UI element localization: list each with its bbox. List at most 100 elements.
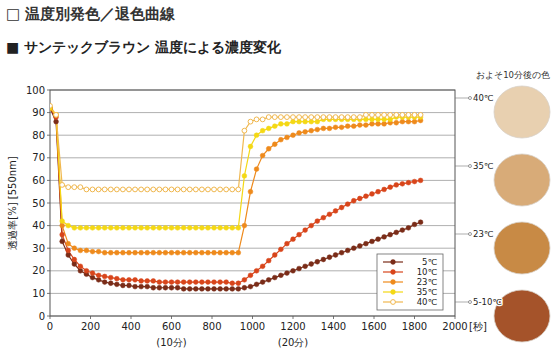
leader-line — [455, 98, 470, 99]
data-point — [382, 187, 387, 192]
data-point — [218, 280, 223, 285]
data-point — [260, 128, 265, 133]
tick-label: 800 — [202, 321, 221, 332]
data-point — [236, 250, 241, 255]
data-point — [260, 117, 265, 122]
data-point — [400, 228, 405, 233]
data-point — [151, 225, 156, 230]
data-point — [260, 264, 265, 269]
data-point — [406, 112, 411, 117]
data-point — [303, 115, 308, 120]
data-point — [199, 225, 204, 230]
data-point — [108, 281, 113, 286]
subtitle: ■ サンテックブラウン 温度による濃度変化 — [6, 39, 282, 55]
data-point — [206, 250, 211, 255]
data-point — [212, 250, 217, 255]
data-point — [339, 205, 344, 210]
color-swatch — [494, 222, 550, 274]
data-point — [278, 247, 283, 252]
data-point — [78, 248, 83, 253]
data-point — [321, 257, 326, 262]
data-point — [193, 250, 198, 255]
data-point — [78, 268, 83, 273]
data-point — [206, 286, 211, 291]
data-point — [121, 225, 126, 230]
data-point — [212, 286, 217, 291]
data-point — [84, 225, 89, 230]
tick-label: 600 — [162, 321, 181, 332]
data-point — [297, 131, 302, 136]
data-point — [272, 275, 277, 280]
data-point — [266, 277, 271, 282]
data-point — [285, 122, 290, 127]
chart: □ 温度別発色／退色曲線■ サンテックブラウン 温度による濃度変化0102030… — [0, 0, 554, 362]
data-point — [50, 103, 52, 108]
data-point — [242, 277, 247, 282]
data-point — [388, 185, 393, 190]
data-point — [175, 225, 180, 230]
data-point — [333, 209, 338, 214]
data-point — [78, 185, 83, 190]
data-point — [230, 225, 235, 230]
data-point — [357, 115, 362, 120]
data-point — [333, 125, 338, 130]
data-point — [121, 283, 126, 288]
leader-dot — [469, 301, 472, 304]
data-point — [376, 189, 381, 194]
swatch-title: およそ10分後の色 — [476, 70, 550, 80]
series-line — [50, 108, 421, 289]
data-point — [364, 194, 369, 199]
title: □ 温度別発色／退色曲線 — [6, 5, 176, 23]
tick-label: 1800 — [402, 321, 427, 332]
data-point — [242, 285, 247, 290]
data-point — [327, 212, 332, 217]
data-point — [309, 128, 314, 133]
series-line — [50, 108, 421, 253]
data-point — [163, 187, 168, 192]
data-point — [394, 112, 399, 117]
tick-label: 0 — [39, 311, 45, 322]
data-point — [66, 185, 71, 190]
data-point — [376, 122, 381, 127]
data-point — [236, 281, 241, 286]
data-point — [303, 228, 308, 233]
tick-label: 70 — [32, 152, 45, 163]
data-point — [157, 187, 162, 192]
tick-label: 30 — [32, 243, 45, 254]
legend-marker — [391, 290, 396, 295]
data-point — [394, 230, 399, 235]
data-point — [90, 271, 95, 276]
data-point — [199, 286, 204, 291]
data-point — [66, 253, 71, 258]
data-point — [127, 277, 132, 282]
legend-label: 40℃ — [417, 297, 438, 307]
series-line — [50, 106, 421, 190]
data-point — [315, 127, 320, 132]
data-point — [357, 244, 362, 249]
x-note: (20分) — [278, 337, 309, 348]
data-point — [412, 222, 417, 227]
data-point — [272, 142, 277, 147]
leader-dot — [469, 233, 472, 236]
data-point — [54, 112, 59, 117]
data-point — [224, 187, 229, 192]
data-point — [139, 284, 144, 289]
data-point — [187, 225, 192, 230]
data-point — [309, 115, 314, 120]
data-point — [108, 250, 113, 255]
tick-label: 100 — [26, 85, 45, 96]
data-point — [84, 187, 89, 192]
data-point — [145, 284, 150, 289]
data-point — [218, 187, 223, 192]
data-point — [212, 280, 217, 285]
data-point — [157, 285, 162, 290]
data-point — [163, 250, 168, 255]
data-point — [187, 187, 192, 192]
data-point — [224, 280, 229, 285]
data-point — [127, 283, 132, 288]
data-point — [102, 274, 107, 279]
data-point — [278, 115, 283, 120]
data-point — [303, 264, 308, 269]
data-point — [297, 266, 302, 271]
data-point — [139, 279, 144, 284]
